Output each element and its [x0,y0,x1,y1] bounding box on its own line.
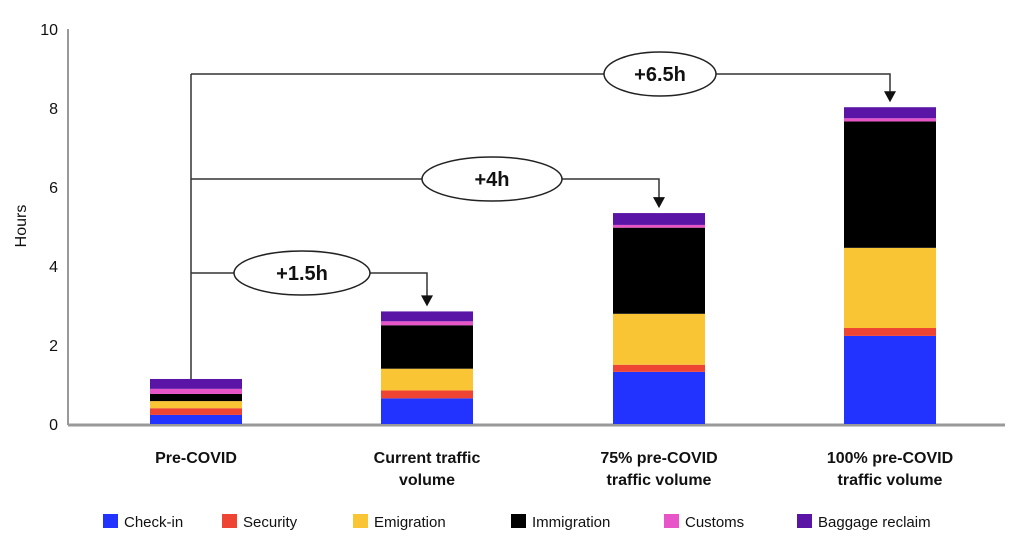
bar-segment-emigration [613,313,705,365]
bar-segment-baggage-reclaim [150,378,242,389]
annotation-label: +4h [474,169,509,191]
bar-segment-customs [844,118,936,122]
legend-label: Emigration [374,514,446,531]
bar-segment-baggage-reclaim [381,311,473,322]
x-tick-label: traffic volume [838,472,943,489]
bar-segment-security [844,328,936,336]
legend-swatch [103,514,118,528]
bar-segment-baggage-reclaim [844,107,936,119]
annotation-label: +1.5h [276,263,328,285]
y-axis-label: Hours [13,205,30,248]
arrow-head-icon [884,91,896,103]
legend-swatch [664,514,679,528]
x-tick-label: volume [399,472,455,489]
annotation-label: +6.5h [634,64,686,86]
bar-segment-baggage-reclaim [613,213,705,225]
bar-segment-immigration [381,325,473,369]
legend-label: Customs [685,514,744,531]
bar-segment-emigration [381,368,473,391]
legend-swatch [797,514,812,528]
bar-segment-customs [381,321,473,326]
legend-label: Security [243,514,298,531]
y-tick-label: 10 [40,22,58,39]
bar-segment-immigration [150,393,242,402]
arrow-head-icon [421,295,433,307]
bar-segment-check-in [150,414,242,424]
bar-segment-emigration [150,401,242,409]
x-tick-label: traffic volume [607,472,712,489]
annotation-bubble [603,51,717,97]
bar-segment-check-in [844,335,936,424]
annotation-arrow-line [191,178,660,200]
y-tick-label: 0 [49,417,58,434]
legend-swatch [222,514,237,528]
legend-swatch [511,514,526,528]
bar-segment-immigration [613,227,705,314]
x-tick-label: Pre-COVID [155,450,237,467]
bar-segment-security [613,364,705,372]
legend-swatch [353,514,368,528]
annotation-bubble [233,250,371,296]
annotation-bubble [421,156,563,202]
x-tick-label: 75% pre-COVID [600,450,717,467]
legend-label: Immigration [532,514,610,531]
bar-segment-immigration [844,121,936,248]
legend-label: Check-in [124,514,183,531]
bar-segment-security [150,408,242,415]
bar-segment-check-in [381,398,473,424]
x-tick-label: Current traffic [374,450,481,467]
bar-segment-security [381,390,473,399]
arrow-head-icon [653,197,665,209]
x-tick-label: 100% pre-COVID [827,450,953,467]
y-tick-label: 6 [49,180,58,197]
bar-segment-customs [613,224,705,228]
y-tick-label: 8 [49,101,58,118]
legend-label: Baggage reclaim [818,514,931,531]
y-tick-label: 4 [49,259,58,276]
bar-segment-customs [150,388,242,394]
y-tick-label: 2 [49,338,58,355]
bar-segment-emigration [844,247,936,329]
annotation-arrow-line [191,73,891,94]
bar-segment-check-in [613,371,705,424]
